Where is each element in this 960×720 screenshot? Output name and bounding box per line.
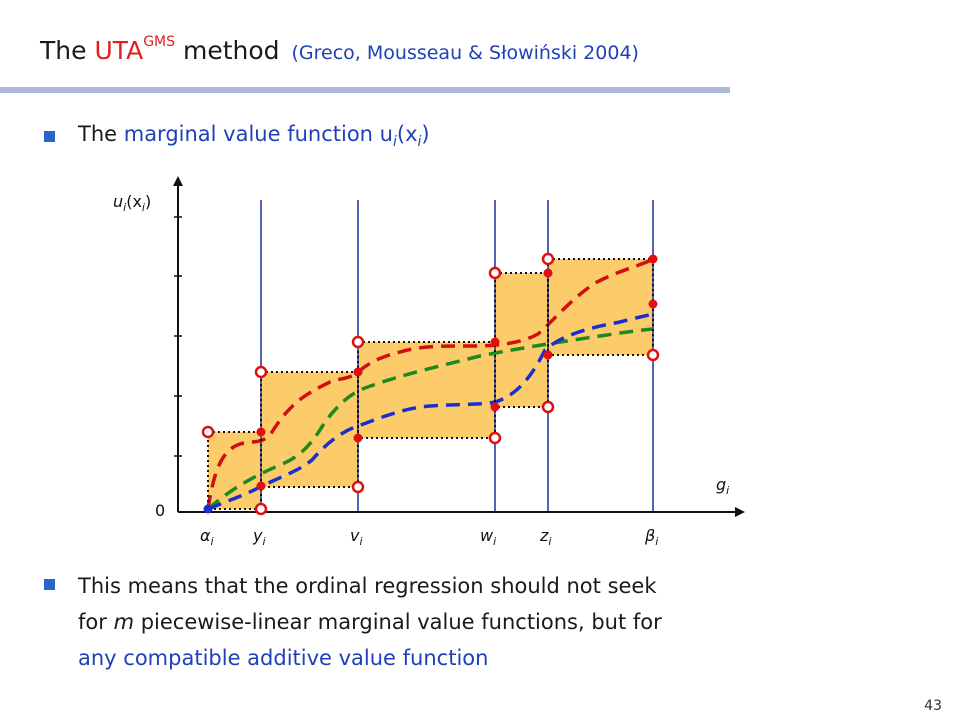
open-points: [201, 252, 660, 516]
bullet2-var: m: [113, 610, 135, 634]
open-point: [541, 400, 555, 414]
filled-point: [353, 433, 363, 443]
bullet2-line1: This means that the ordinal regression s…: [78, 574, 657, 598]
filled-point: [353, 367, 363, 377]
bullet2-line3: any compatible additive value function: [78, 646, 489, 670]
title-accent: UTAGMS: [94, 33, 176, 65]
curve-red: [206, 257, 654, 510]
x-axis-arrow-icon: [735, 507, 745, 517]
bullet1-open: (x: [396, 122, 418, 146]
title-superscript: GMS: [143, 33, 176, 50]
axes: [173, 176, 745, 517]
filled-point: [490, 337, 500, 347]
filled-point: [256, 481, 266, 491]
bullet2-line2-prefix: for: [78, 610, 114, 634]
x-tick-label-4: zi: [539, 526, 551, 548]
bullet1-highlight: marginal value function ui(xi): [123, 122, 430, 150]
bullet1-prefix: The: [78, 122, 124, 146]
bullet1-sub: i: [392, 134, 397, 151]
open-point: [351, 480, 365, 494]
open-point: [254, 365, 268, 379]
bullet1-highlight-text: marginal value function u: [123, 122, 393, 146]
page-number: 43: [924, 698, 942, 714]
curve-green: [206, 327, 654, 511]
open-point: [541, 252, 555, 266]
x-tick-label-5: βi: [644, 526, 658, 548]
y-axis-label: ui(xi): [113, 192, 151, 214]
interval-box-w-z: [495, 273, 548, 407]
bullet-ordinal-regression: This means that the ordinal regression s…: [78, 568, 838, 676]
bullet1-close: ): [421, 122, 430, 146]
open-point: [254, 502, 268, 516]
origin-point: [203, 504, 213, 514]
bullet2-line2-suffix: piecewise-linear marginal value function…: [134, 610, 662, 634]
origin-label: 0: [155, 501, 165, 520]
title-underline-bar: [0, 87, 730, 93]
x-tick-label-2: vi: [350, 526, 363, 548]
title-prefix: The: [40, 36, 95, 65]
x-tick-labels: αi yi vi wi zi βi: [200, 526, 658, 548]
filled-point: [543, 350, 553, 360]
title-citation: (Greco, Mousseau & Słowiński 2004): [291, 42, 639, 64]
open-point: [351, 335, 365, 349]
bullet1-sub2: i: [417, 134, 422, 151]
x-axis-label: gi: [716, 475, 729, 497]
interval-boxes: [208, 259, 653, 509]
filled-point: [256, 427, 266, 437]
filled-point: [490, 402, 500, 412]
open-point: [488, 266, 502, 280]
filled-point: [648, 254, 658, 264]
title-accent-text: UTA: [94, 36, 144, 65]
filled-point: [648, 299, 658, 309]
x-tick-label-1: yi: [252, 526, 266, 548]
open-point: [488, 431, 502, 445]
slide-title: The UTAGMS method (Greco, Mousseau & Słow…: [40, 33, 639, 65]
filled-points: [256, 254, 658, 491]
x-tick-label-3: wi: [480, 526, 496, 548]
open-point: [201, 425, 215, 439]
bullet-marginal-value: The marginal value function ui(xi): [78, 122, 430, 150]
open-point: [646, 348, 660, 362]
title-suffix: method: [175, 36, 280, 65]
x-tick-label-0: αi: [200, 526, 214, 548]
bullet2-line2: for m piecewise-linear marginal value fu…: [78, 604, 838, 640]
bullet-square-icon: [44, 131, 55, 142]
curve-blue: [207, 312, 654, 511]
y-axis-arrow-icon: [173, 176, 183, 186]
filled-point: [543, 268, 553, 278]
bullet-square-icon: [44, 579, 55, 590]
